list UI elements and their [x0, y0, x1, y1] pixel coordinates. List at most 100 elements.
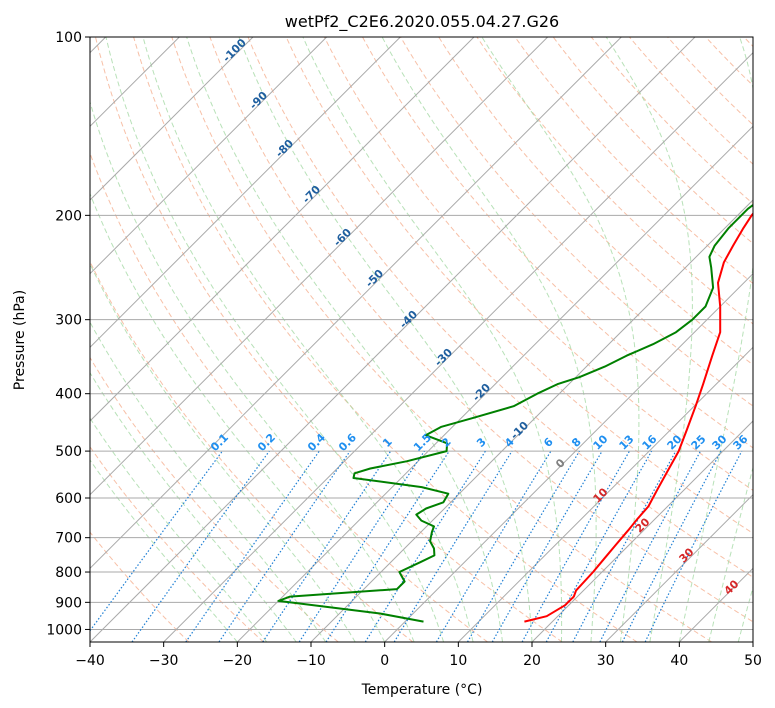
mixing-ratio-line: [644, 450, 743, 642]
x-tick-label: −10: [296, 653, 326, 669]
mixing-ratio-label: 3: [474, 435, 489, 450]
moist-adiabat-line: [481, 37, 640, 642]
y-tick-label: 700: [55, 531, 82, 547]
moist-adiabat-label: 0: [553, 456, 568, 471]
plot-frame: [89, 36, 754, 643]
mixing-ratio-label: 0.2: [255, 431, 278, 454]
mixing-ratio-label: 6: [541, 435, 556, 450]
moist-adiabat-line: [737, 585, 753, 642]
x-axis-label: Temperature (°C): [361, 682, 483, 698]
y-tick-label: 300: [55, 313, 82, 329]
mixing-ratio-label: 36: [731, 432, 751, 452]
x-tick-label: 50: [744, 653, 762, 669]
mixing-ratio-line: [599, 450, 702, 642]
moist-adiabat-line: [90, 262, 356, 642]
x-tick-label: −40: [75, 653, 105, 669]
x-tick-label: −20: [223, 653, 253, 669]
moist-adiabat-line: [105, 37, 445, 642]
y-tick-label: 800: [55, 565, 82, 581]
dry-adiabat-label: -30: [432, 346, 455, 369]
isotherm-line: [384, 272, 753, 642]
y-tick-label: 400: [55, 387, 82, 403]
dry-adiabat-label: -50: [363, 267, 386, 290]
isotherm-line: [90, 37, 401, 349]
mixing-ratio-label: 1.5: [411, 431, 434, 454]
isotherm-line: [531, 420, 753, 642]
isotherm-line: [90, 37, 254, 201]
dry-adiabat-line: [285, 37, 753, 534]
mixing-ratio-line: [364, 450, 486, 642]
y-axis: 100 200 300 400 500 600 700 800 900 1000: [46, 30, 90, 638]
isotherm-line: [310, 199, 753, 642]
x-axis: −40 −30 −20 −10 0 10 20 30 40 50: [75, 642, 762, 669]
dry-adiabat-line: [323, 37, 753, 491]
moist-adiabat-line: [142, 37, 474, 642]
moist-adiabat-line: [605, 37, 693, 642]
dry-adiabat-line: [90, 445, 264, 642]
mixing-ratio-line: [621, 450, 722, 642]
isotherm-line: [752, 641, 753, 642]
moist-adiabat-line: [90, 192, 386, 642]
mixing-ratio-label: 8: [569, 435, 584, 450]
mixing-ratio-line: [90, 450, 223, 632]
moist-adiabat-line: [90, 371, 297, 642]
mixing-ratio-line: [325, 450, 450, 642]
mixing-ratio-label: 30: [710, 432, 730, 452]
plot-area: -100-90-80-70-60-50-40-30-20-100.1 0.2 0.4…: [90, 37, 753, 642]
mixing-ratio-line: [218, 450, 351, 642]
moist-adiabat-line: [238, 37, 533, 642]
dry-adiabat-label: -80: [273, 137, 296, 160]
mixing-ratio-label: 10: [591, 432, 611, 452]
dry-adiabat-line: [705, 37, 753, 87]
isotherm-line: [90, 37, 696, 642]
moist-adiabat-line: [678, 37, 753, 642]
x-tick-label: 20: [523, 653, 541, 669]
dry-adiabat-line: [362, 37, 753, 449]
isotherm-line: [605, 493, 753, 642]
line-labels: -100-90-80-70-60-50-40-30-20-100.1 0.2 0.4…: [208, 37, 751, 598]
dry-adiabat-line: [438, 37, 753, 366]
mixing-ratio-label: 2: [439, 435, 454, 450]
mixing-ratio-line: [393, 450, 513, 642]
dry-adiabat-label: -20: [470, 381, 493, 404]
dry-adiabat-line: [743, 37, 753, 48]
dry-adiabat-line: [95, 37, 563, 642]
moist-adiabat-label: 40: [722, 577, 742, 597]
dry-adiabat-line: [90, 260, 414, 642]
dry-adiabat-line: [90, 531, 190, 642]
chart-title: wetPf2_C2E6.2020.055.04.27.G26: [285, 12, 559, 32]
dry-adiabat-line: [247, 37, 753, 578]
y-tick-label: 1000: [46, 622, 82, 638]
moist-adiabat-label: 30: [677, 545, 697, 565]
moist-adiabat-line: [708, 465, 753, 642]
moist-adiabat-line: [90, 321, 327, 642]
mixing-ratio-label: 13: [617, 433, 637, 453]
isotherm-line: [457, 346, 753, 642]
y-tick-label: 600: [55, 491, 82, 507]
mixing-ratio-line: [521, 450, 631, 642]
x-tick-label: 40: [670, 653, 688, 669]
mixing-ratio-line: [131, 450, 270, 642]
moist-adiabat-line: [90, 459, 238, 642]
isotherm-line: [163, 51, 753, 642]
dry-adiabat-line: [209, 37, 753, 623]
dry-adiabats: [90, 37, 753, 642]
mixing-ratio-line: [435, 450, 552, 642]
dry-adiabat-line: [90, 151, 488, 642]
y-tick-label: 500: [55, 444, 82, 460]
dry-adiabat-label: -90: [247, 89, 270, 112]
temperature-line: [524, 212, 753, 623]
mixing-ratio-line: [185, 450, 320, 642]
mixing-ratio-line: [572, 450, 677, 642]
dry-adiabat-line: [171, 37, 712, 642]
y-tick-label: 200: [55, 208, 82, 224]
moist-adiabats: [90, 37, 753, 642]
dewpoint-line: [277, 203, 753, 623]
dry-adiabat-line: [514, 37, 753, 285]
x-tick-label: 10: [449, 653, 467, 669]
mixing-ratio-lines: [90, 450, 743, 642]
y-axis-label: Pressure (hPa): [12, 290, 28, 390]
mixing-ratio-line: [298, 450, 425, 642]
dry-adiabat-label: -40: [397, 308, 420, 331]
dry-adiabat-line: [400, 37, 753, 407]
